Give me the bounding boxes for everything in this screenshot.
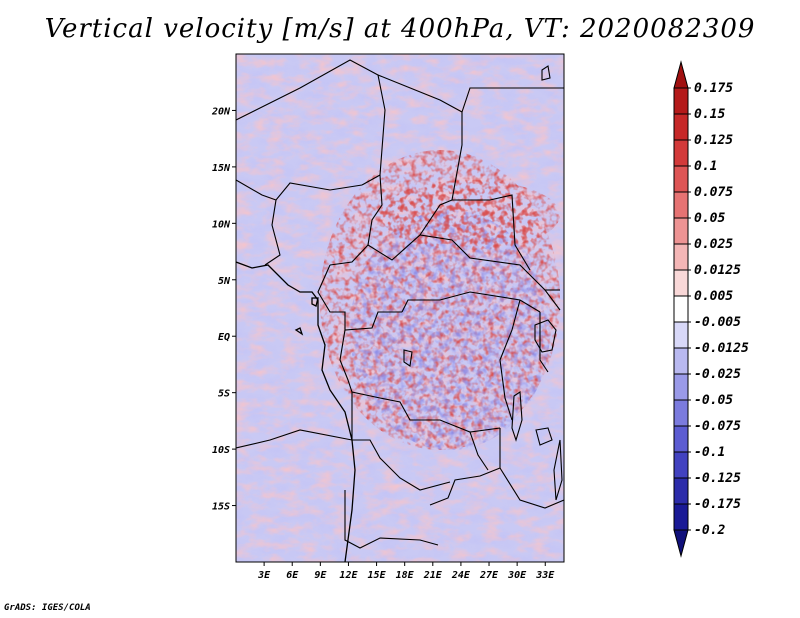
colorbar-label: 0.15: [694, 107, 725, 122]
colorbar-label: -0.005: [694, 315, 741, 330]
lon-tick-label: 9E: [314, 570, 327, 581]
colorbar-swatch: [673, 503, 689, 531]
colorbar-swatch: [673, 347, 689, 375]
colorbar-label: -0.125: [694, 471, 741, 486]
longitude-axis: 3E 6E 9E 12E 15E 18E 21E 24E 27E 30E 33E: [257, 562, 555, 581]
lon-tick-label: 3E: [257, 570, 271, 581]
colorbar-label: -0.05: [694, 393, 733, 408]
colorbar: 0.175 0.15 0.125 0.1 0.075 0.05 0.025 0.0125 0.0…: [673, 60, 749, 558]
colorbar-swatch: [673, 243, 689, 271]
colorbar-label: 0.125: [694, 133, 733, 148]
colorbar-swatch: [673, 139, 689, 167]
map-frame: [235, 53, 565, 563]
lat-tick-label: 15S: [212, 502, 230, 513]
grads-credit: GrADS: IGES/COLA: [4, 603, 91, 613]
coastline: [236, 261, 356, 562]
map-title: Vertical velocity [m/s] at 400hPa, VT: 2…: [44, 14, 756, 44]
colorbar-swatch: [673, 373, 689, 401]
colorbar-swatch: [673, 477, 689, 505]
velocity-field: [236, 54, 564, 562]
lat-tick-label: 5S: [218, 389, 230, 400]
colorbar-label: 0.025: [694, 237, 733, 252]
lat-tick-label: 10N: [212, 219, 231, 230]
lon-tick-label: 18E: [396, 570, 415, 581]
lon-tick-label: 21E: [423, 570, 443, 581]
lat-tick-label: 5N: [218, 276, 231, 287]
lon-tick-label: 33E: [535, 570, 555, 581]
country-boundaries: [236, 59, 564, 549]
colorbar-label: 0.05: [694, 211, 725, 226]
lon-tick-label: 15E: [368, 570, 387, 581]
latitude-axis: 20N 15N 10N 5N EQ 5S 10S 15S: [211, 106, 236, 513]
colorbar-label: 0.1: [694, 159, 717, 174]
colorbar-label: 0.005: [694, 289, 733, 304]
colorbar-label: -0.0125: [694, 341, 749, 356]
colorbar-swatch: [673, 217, 689, 245]
colorbar-label: -0.075: [694, 419, 741, 434]
colorbar-swatch: [673, 269, 689, 297]
colorbar-swatch: [673, 87, 689, 115]
colorbar-swatch: [673, 321, 689, 349]
lon-tick-label: 12E: [339, 570, 358, 581]
colorbar-swatch: [673, 191, 689, 219]
lon-tick-label: 27E: [479, 570, 499, 581]
colorbar-swatch: [673, 529, 689, 558]
colorbar-swatch: [673, 165, 689, 193]
colorbar-swatch: [673, 425, 689, 453]
lat-tick-label: 20N: [211, 106, 231, 117]
lon-tick-label: 24E: [451, 570, 471, 581]
lat-tick-label: 10S: [212, 445, 230, 456]
lakes: [403, 65, 563, 501]
lon-tick-label: 30E: [507, 570, 527, 581]
colorbar-swatch: [673, 399, 689, 427]
lon-tick-label: 6E: [286, 570, 299, 581]
colorbar-label: 0.075: [694, 185, 733, 200]
colorbar-label: 0.0125: [694, 263, 741, 278]
colorbar-label: -0.1: [694, 445, 725, 460]
lat-tick-label: 15N: [212, 163, 231, 174]
colorbar-swatch: [673, 113, 689, 141]
lat-tick-label: EQ: [218, 332, 230, 343]
colorbar-swatch: [673, 295, 689, 323]
colorbar-label: 0.175: [694, 81, 733, 96]
colorbar-label: -0.025: [694, 367, 741, 382]
colorbar-swatch: [673, 60, 689, 89]
colorbar-swatch: [673, 451, 689, 479]
colorbar-label: -0.2: [694, 523, 725, 538]
colorbar-label: -0.175: [694, 497, 741, 512]
